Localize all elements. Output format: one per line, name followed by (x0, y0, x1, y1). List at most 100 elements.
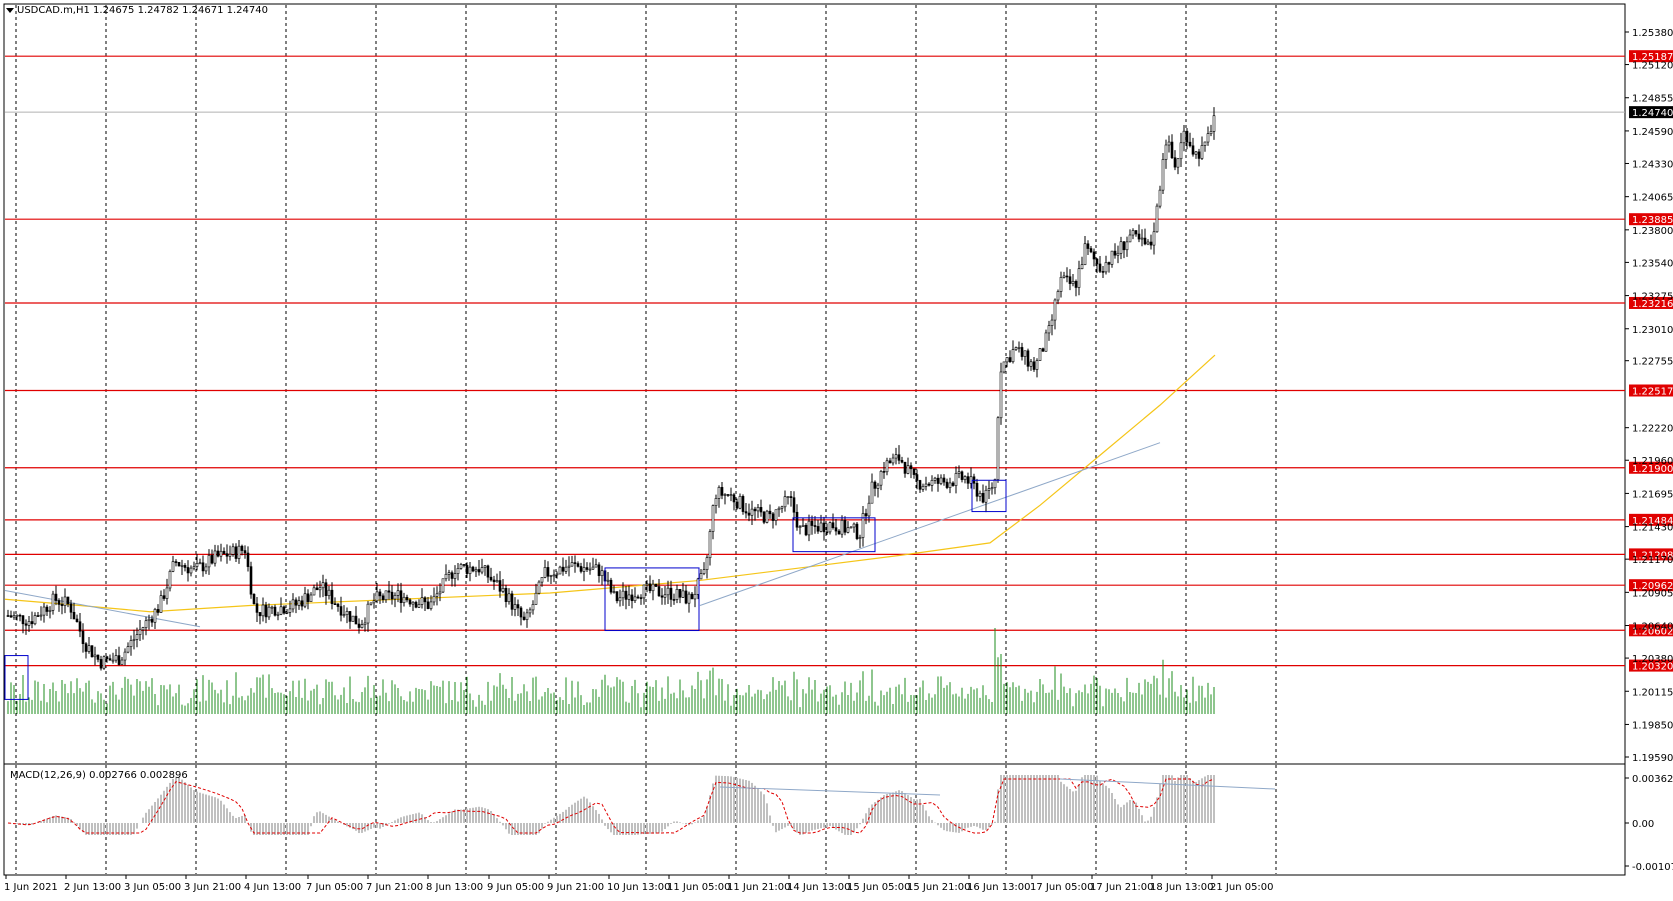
candle-body (432, 595, 436, 603)
candle-body (885, 460, 889, 473)
candle-body (579, 566, 583, 572)
candle-body (369, 602, 373, 605)
candle-body (237, 545, 241, 559)
candle-body (120, 659, 124, 665)
candle-body (495, 580, 499, 583)
candle-body (891, 457, 895, 464)
price-tick-label: 1.24065 (1632, 193, 1673, 204)
candle-body (324, 582, 328, 596)
candle-body (396, 590, 400, 596)
candle-body (372, 600, 376, 604)
candle-body (879, 471, 883, 486)
candle-body (762, 511, 766, 523)
price-tick-label: 1.21960 (1632, 456, 1673, 467)
candle-body (1188, 141, 1192, 147)
candle-body (561, 566, 565, 572)
candle-body (291, 599, 295, 610)
candle-body (75, 618, 79, 623)
price-tick-label: 1.21170 (1632, 555, 1673, 566)
candle-body (174, 561, 178, 563)
price-tick-label: 1.23010 (1632, 325, 1673, 336)
candle-body (363, 622, 367, 625)
price-tick-label: 1.21695 (1632, 489, 1673, 500)
candle-body (66, 596, 70, 605)
candle-body (648, 583, 652, 592)
candle-body (387, 590, 391, 593)
candle-body (666, 587, 670, 596)
candle-body (609, 579, 613, 593)
candle-body (402, 596, 406, 603)
candle-body (222, 550, 226, 554)
candle-body (1122, 241, 1126, 251)
candle-body (381, 595, 385, 601)
candle-body (297, 600, 301, 606)
candle-body (27, 621, 31, 626)
candle-body (741, 496, 745, 512)
candle-body (108, 658, 112, 661)
candle-body (999, 371, 1003, 419)
candle-body (276, 613, 280, 616)
candle-body (465, 565, 469, 574)
candle-body (486, 565, 490, 578)
candle-body (690, 593, 694, 600)
candle-body (597, 564, 601, 577)
candle-body (1050, 319, 1054, 326)
candle-body (567, 565, 571, 568)
candle-body (207, 555, 211, 568)
candle-body (576, 563, 580, 567)
candle-body (312, 587, 316, 596)
candle-body (270, 606, 274, 609)
candle-body (660, 595, 664, 598)
candle-body (21, 615, 25, 625)
candle-body (48, 609, 52, 612)
candle-body (1182, 130, 1186, 144)
candle-body (1110, 250, 1114, 265)
candle-body (435, 593, 439, 597)
candle-body (636, 596, 640, 599)
candle-body (6, 615, 10, 617)
candle-body (780, 506, 784, 509)
candle-body (288, 608, 292, 613)
candle-body (747, 512, 751, 516)
candle-body (420, 597, 424, 605)
candle-body (1062, 275, 1066, 278)
candle-body (159, 595, 163, 613)
candle-body (951, 482, 955, 486)
candle-body (30, 621, 34, 625)
candle-body (135, 634, 139, 640)
candle-body (9, 615, 13, 618)
level-badge (1629, 50, 1673, 63)
candle-body (630, 594, 634, 602)
candle-body (219, 550, 223, 557)
level-badge (1629, 461, 1673, 474)
candle-body (1068, 276, 1072, 284)
candle-body (864, 513, 868, 517)
candle-body (303, 593, 307, 607)
candle-body (642, 584, 646, 599)
candle-body (333, 603, 337, 605)
candle-body (390, 591, 394, 600)
candle-body (501, 588, 505, 592)
candle-body (300, 600, 304, 607)
candle-body (840, 520, 844, 535)
time-tick-label: 4 Jun 13:00 (244, 882, 301, 893)
time-tick-label: 11 Jun 05:00 (667, 882, 731, 893)
candle-body (1089, 248, 1093, 253)
candle-body (69, 603, 73, 613)
dropdown-triangle-icon[interactable] (6, 7, 14, 13)
candle-body (519, 607, 523, 618)
level-badge (1629, 624, 1673, 637)
candle-body (150, 618, 154, 623)
candle-body (936, 477, 940, 484)
level-badge (1629, 213, 1673, 226)
candle-body (315, 587, 319, 591)
candle-body (729, 494, 733, 496)
macd-trend-line (719, 786, 941, 796)
candle-body (33, 615, 37, 625)
candle-body (1083, 243, 1087, 265)
candle-body (441, 578, 445, 593)
candle-body (498, 580, 502, 592)
candle-body (1197, 151, 1201, 159)
price-tick-label: 1.20115 (1632, 687, 1673, 698)
